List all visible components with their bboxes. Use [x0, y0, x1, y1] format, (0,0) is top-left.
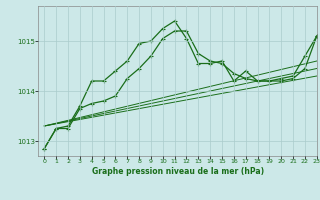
X-axis label: Graphe pression niveau de la mer (hPa): Graphe pression niveau de la mer (hPa) [92, 167, 264, 176]
